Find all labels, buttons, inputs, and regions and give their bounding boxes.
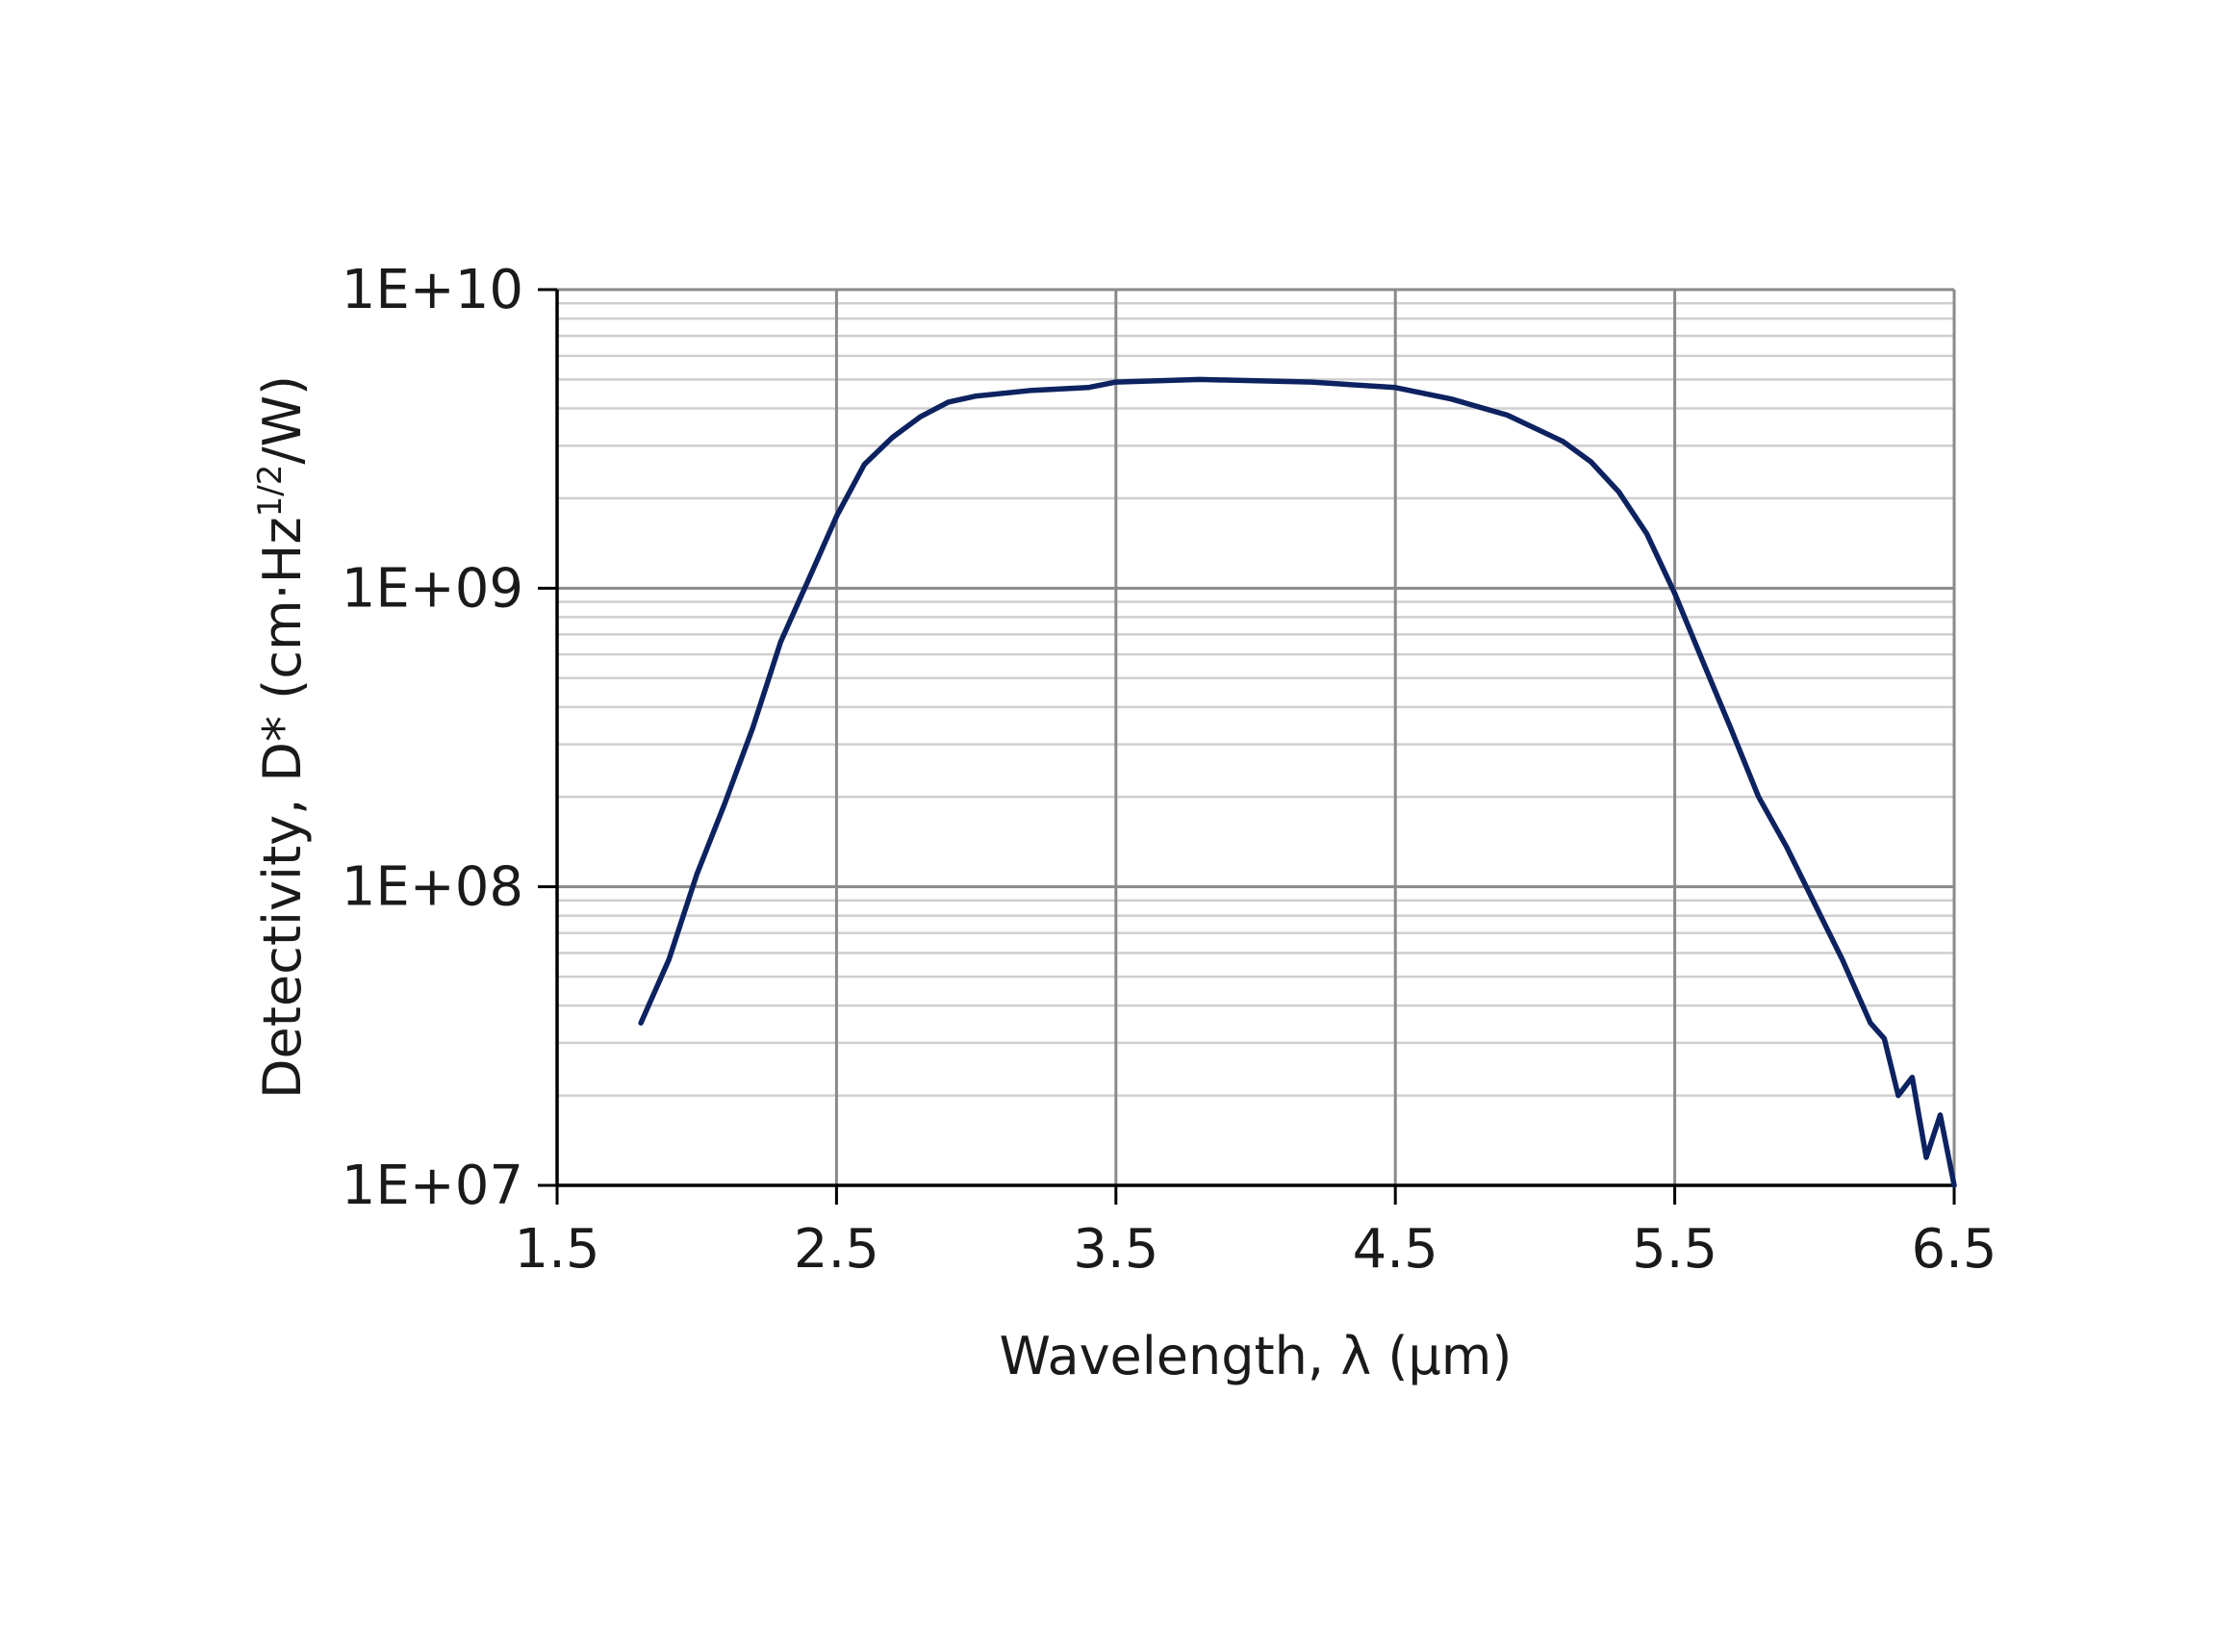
y-tick-label: 1E+07 xyxy=(342,1155,523,1217)
y-label-text: Detectivity, D* (cm·Hz xyxy=(252,517,313,1099)
y-tick-label: 1E+10 xyxy=(342,259,523,321)
y-label-superscript: 1/2 xyxy=(251,465,290,518)
data-line xyxy=(638,376,1957,1188)
y-label-text: /W) xyxy=(252,375,313,465)
x-tick-label: 4.5 xyxy=(1353,1218,1438,1281)
x-tick-label: 5.5 xyxy=(1632,1218,1717,1281)
x-tick-label: 6.5 xyxy=(1911,1218,1997,1281)
x-tick-label: 1.5 xyxy=(514,1218,599,1281)
y-tick-label: 1E+09 xyxy=(342,557,523,620)
x-tick-label: 2.5 xyxy=(794,1218,879,1281)
y-axis-label: Detectivity, D* (cm·Hz1/2/W) xyxy=(251,375,313,1099)
y-tick-label: 1E+08 xyxy=(342,856,523,919)
x-axis-label: Wavelength, λ (µm) xyxy=(1000,1326,1513,1386)
x-tick-label: 3.5 xyxy=(1073,1218,1158,1281)
